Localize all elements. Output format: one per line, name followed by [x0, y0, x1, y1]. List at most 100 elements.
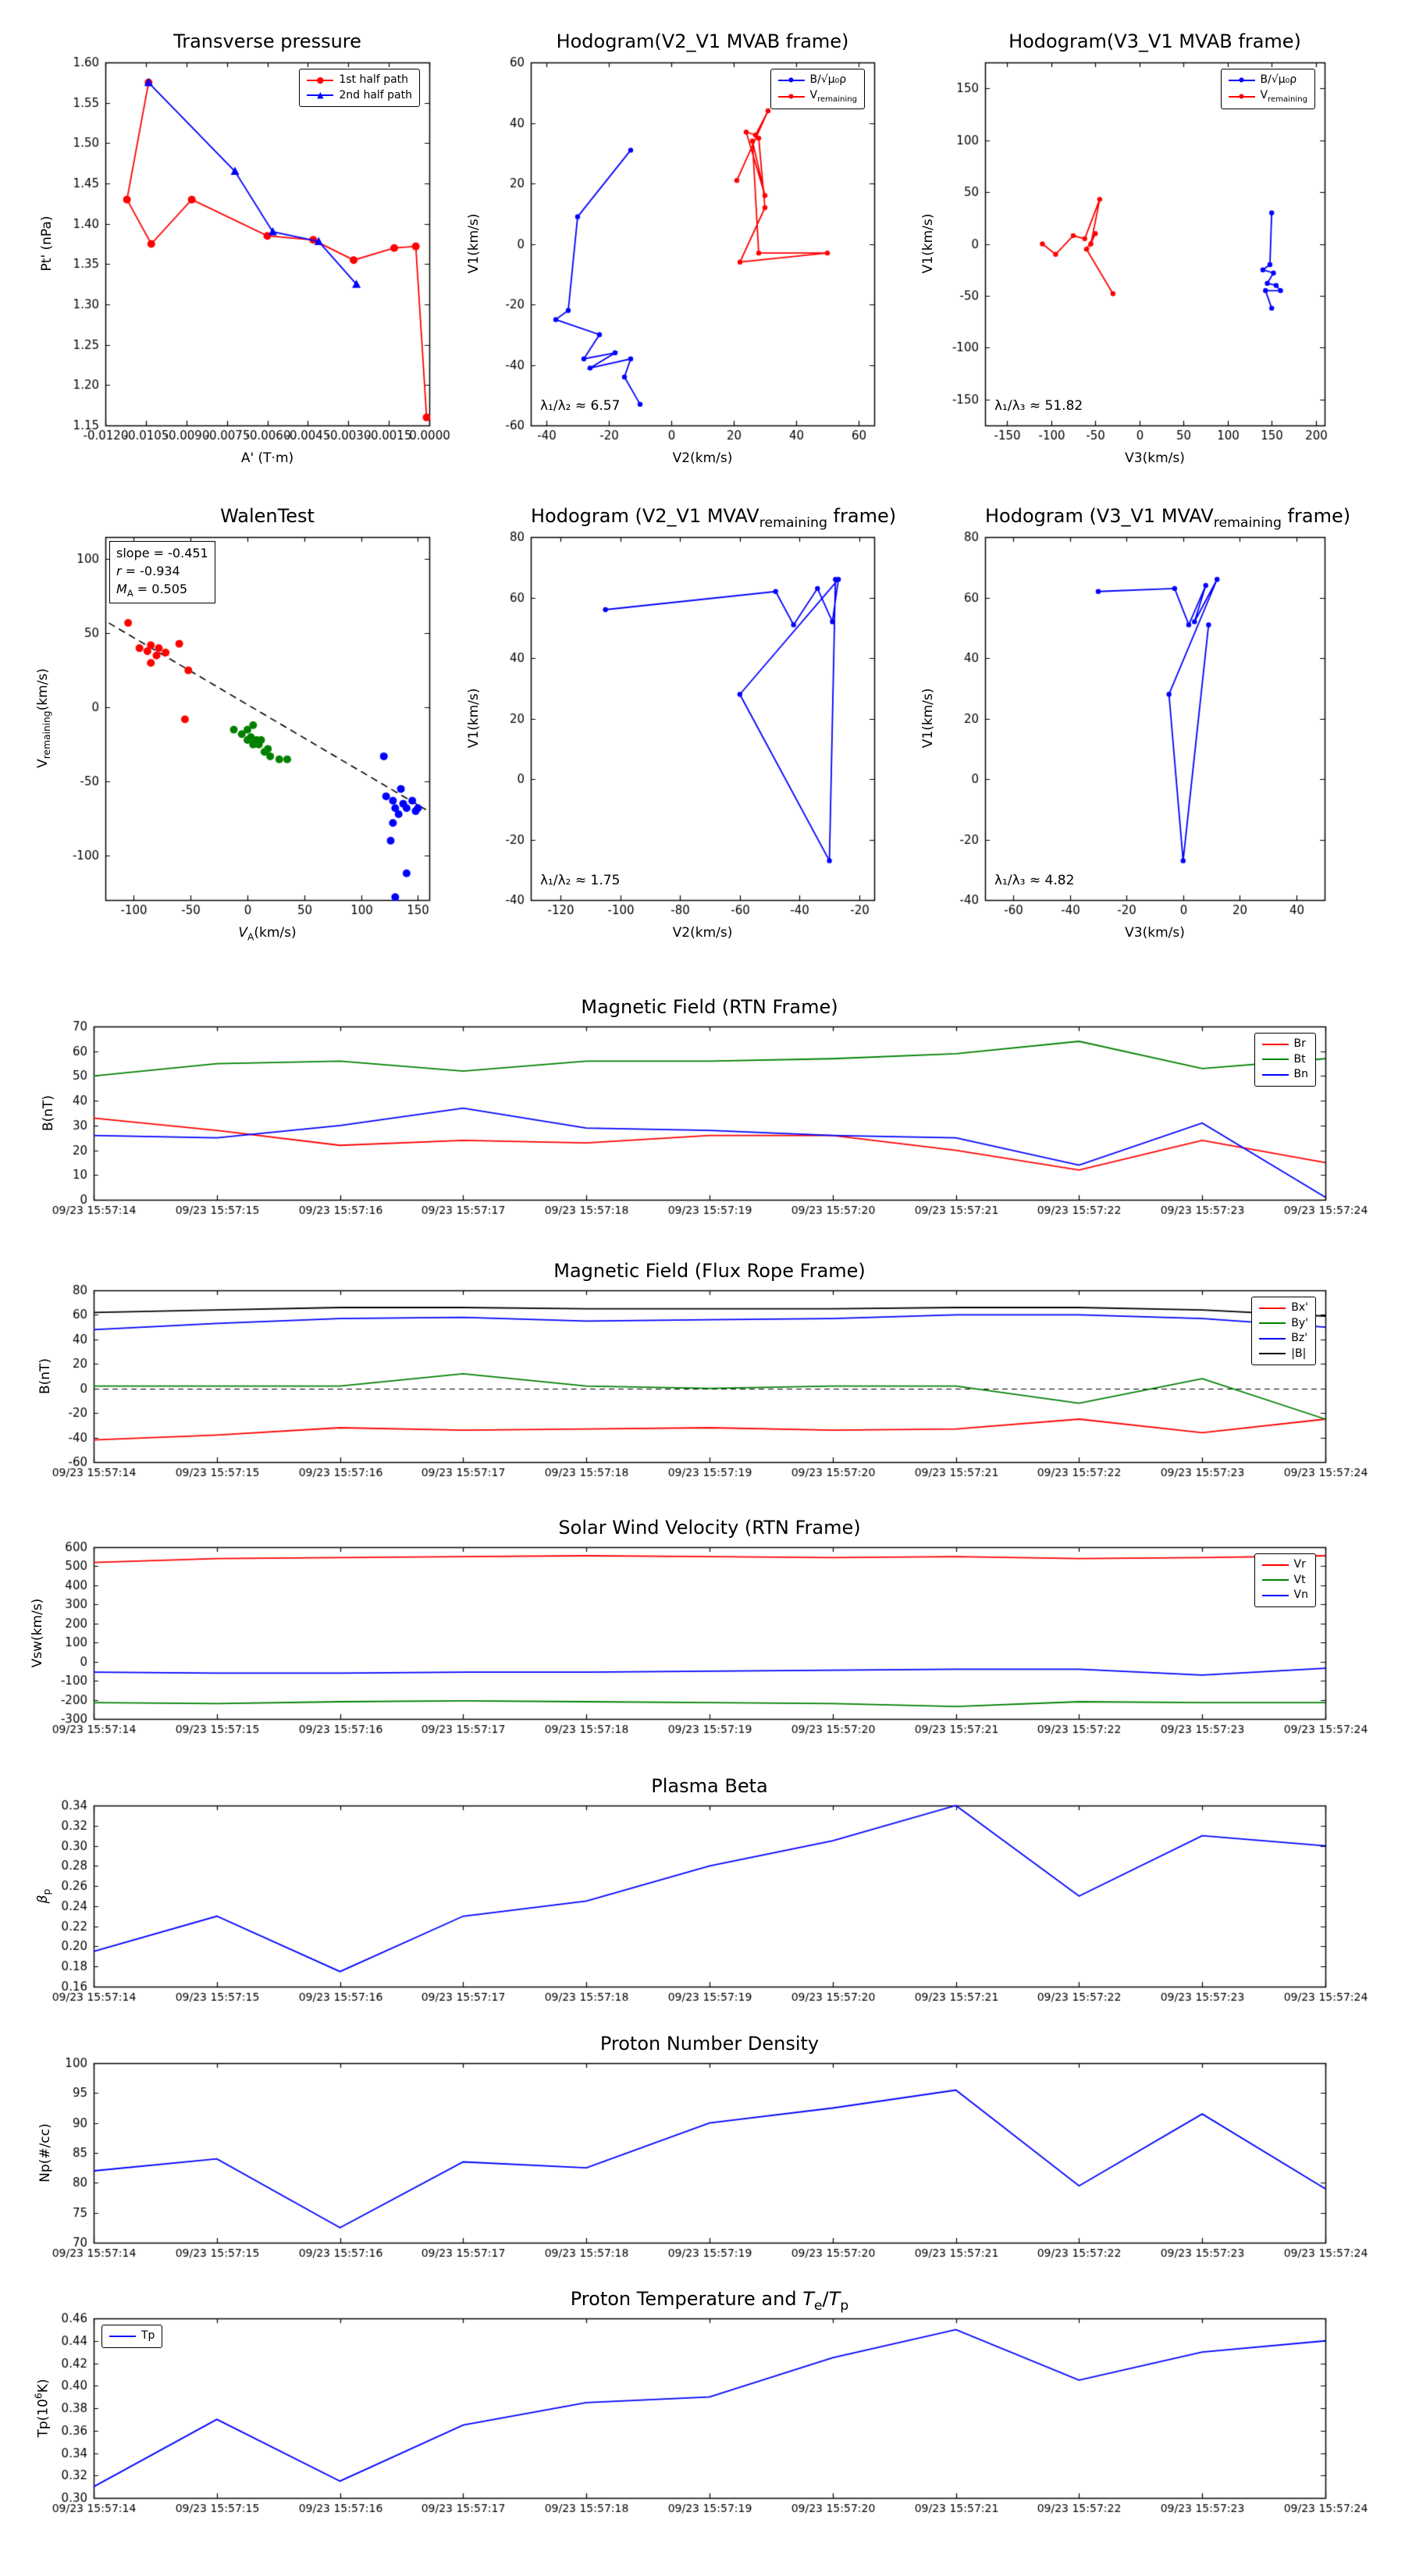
legend-entry: Vt [1261, 1573, 1308, 1589]
legend-swatch [1261, 1575, 1289, 1585]
legend-label: By' [1291, 1316, 1308, 1329]
legend-label: |B| [1291, 1347, 1307, 1360]
chart-title: Hodogram(V3_V1 MVAB frame) [1008, 30, 1301, 52]
legend: ● B/√μ₀ρ ● Vremaining [770, 69, 865, 109]
legend: Tp [101, 2325, 163, 2348]
legend: ● B/√μ₀ρ ● Vremaining [1220, 69, 1315, 109]
legend-label: Bn [1293, 1068, 1308, 1080]
legend-label: Vremaining [809, 88, 857, 104]
legend-swatch [109, 2331, 136, 2341]
y-axis-label: B(nT) [41, 1094, 56, 1132]
legend-label: Tp [141, 2329, 155, 2342]
legend: ● 1st half path ▲ 2nd half path [299, 69, 420, 107]
legend-swatch: ● [777, 91, 805, 101]
legend: Bx' By' Bz' |B| [1251, 1297, 1316, 1365]
chart-title: Hodogram (V3_V1 MVAVremaining frame) [985, 505, 1351, 531]
legend-entry: Bn [1261, 1067, 1308, 1083]
y-axis-label: Tp(106K) [33, 2379, 52, 2438]
legend-label: Vr [1293, 1558, 1306, 1571]
legend-entry: Tp [109, 2329, 155, 2344]
y-axis-label: V1(km/s) [466, 213, 482, 274]
y-axis-label: B(nT) [37, 1357, 53, 1395]
legend-label: 1st half path [339, 73, 409, 86]
dot-marker-icon: ● [788, 76, 795, 84]
y-axis-label: V1(km/s) [920, 688, 936, 749]
chart-title: WalenTest [220, 505, 315, 527]
legend-entry: |B| [1259, 1347, 1308, 1362]
x-axis-label: V3(km/s) [1125, 450, 1185, 466]
legend-entry: ● Vremaining [777, 88, 857, 105]
lambda-annotation: λ₁/λ₂ ≈ 6.57 [540, 398, 621, 414]
x-axis-label: A' (T·m) [240, 450, 294, 466]
legend-label: B/√μ₀ρ [1260, 73, 1297, 86]
legend-swatch [1261, 1590, 1289, 1600]
y-axis-label: V1(km/s) [466, 688, 482, 749]
legend-label: Bz' [1291, 1332, 1308, 1344]
chart-title: Magnetic Field (RTN Frame) [581, 996, 838, 1018]
legend-swatch [1259, 1303, 1286, 1313]
chart-title: Hodogram(V2_V1 MVAB frame) [556, 30, 849, 52]
lambda-annotation: λ₁/λ₃ ≈ 51.82 [994, 398, 1083, 414]
legend-label: Bx' [1291, 1301, 1308, 1314]
stat-slope: slope = -0.451 [116, 546, 208, 560]
legend-entry: Bt [1261, 1052, 1308, 1068]
y-axis-label: βp [34, 1888, 53, 1904]
legend-swatch [1259, 1349, 1286, 1359]
chart-title: Plasma Beta [651, 1775, 768, 1797]
legend-entry: Bz' [1259, 1331, 1308, 1347]
legend-entry: ▲ 2nd half path [307, 88, 412, 104]
y-axis-label: Vsw(km/s) [30, 1598, 45, 1668]
legend-label: 2nd half path [339, 88, 412, 101]
triangle-marker-icon: ▲ [317, 90, 324, 101]
lambda-annotation: λ₁/λ₃ ≈ 4.82 [994, 873, 1075, 888]
legend-entry: ● B/√μ₀ρ [777, 73, 857, 88]
dot-marker-icon: ● [316, 74, 325, 85]
legend: Br Bt Bn [1254, 1033, 1316, 1087]
legend-swatch [1261, 1069, 1289, 1080]
dot-marker-icon: ● [1239, 92, 1245, 100]
dot-marker-icon: ● [1239, 76, 1245, 84]
legend-label: Vt [1293, 1573, 1306, 1586]
legend-swatch [1259, 1318, 1286, 1329]
legend-label: B/√μ₀ρ [809, 73, 847, 86]
chart-title: Hodogram (V2_V1 MVAVremaining frame) [531, 505, 897, 531]
legend-label: Bt [1293, 1052, 1306, 1066]
walen-stats-box: slope = -0.451 r = -0.934 MA = 0.505 [109, 541, 215, 604]
stat-r: r = -0.934 [116, 564, 180, 579]
x-axis-label: V2(km/s) [672, 450, 733, 466]
legend-entry: Vn [1261, 1588, 1308, 1603]
chart-title: Transverse pressure [173, 30, 361, 52]
y-axis-label: V1(km/s) [920, 213, 936, 274]
legend-entry: ● Vremaining [1228, 88, 1307, 105]
legend-swatch: ▲ [307, 90, 334, 101]
x-axis-label: V2(km/s) [672, 925, 733, 941]
legend-swatch [1261, 1560, 1289, 1570]
legend-swatch [1259, 1333, 1286, 1343]
chart-title: Proton Temperature and Te/Tp [570, 2288, 849, 2314]
legend-swatch [1261, 1039, 1289, 1049]
legend-swatch: ● [1228, 91, 1255, 101]
legend-entry: ● B/√μ₀ρ [1228, 73, 1307, 88]
chart-title: Proton Number Density [599, 2033, 820, 2055]
y-axis-label: Np(#/cc) [37, 2123, 53, 2183]
legend-swatch: ● [1228, 75, 1255, 85]
legend-entry: ● 1st half path [307, 73, 412, 88]
dot-marker-icon: ● [788, 92, 795, 100]
legend-swatch [1261, 1055, 1289, 1065]
lambda-annotation: λ₁/λ₂ ≈ 1.75 [540, 873, 621, 888]
legend-entry: Br [1261, 1037, 1308, 1052]
legend-entry: Bx' [1259, 1300, 1308, 1316]
x-axis-label: V3(km/s) [1125, 925, 1185, 941]
legend-label: Vn [1293, 1589, 1308, 1601]
chart-title: Magnetic Field (Flux Rope Frame) [553, 1260, 866, 1282]
stat-ma: MA = 0.505 [116, 582, 188, 600]
y-axis-label: Pt' (nPa) [39, 215, 55, 272]
legend-label: Br [1293, 1037, 1306, 1050]
legend-label: Vremaining [1260, 88, 1307, 104]
x-axis-label: VA(km/s) [238, 925, 297, 943]
legend: Vr Vt Vn [1254, 1553, 1316, 1607]
legend-swatch: ● [777, 75, 805, 85]
legend-entry: Vr [1261, 1557, 1308, 1573]
